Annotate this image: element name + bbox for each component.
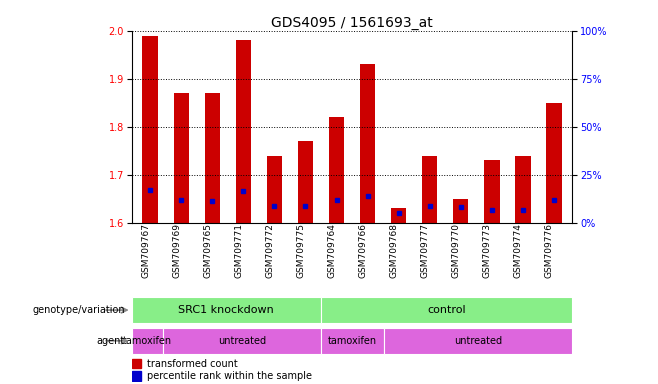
Text: genotype/variation: genotype/variation [32, 305, 125, 315]
Text: GSM709769: GSM709769 [172, 223, 181, 278]
Text: GSM709765: GSM709765 [203, 223, 213, 278]
Bar [132, 328, 163, 354]
Bar [266, 156, 282, 223]
Bar [360, 65, 375, 223]
Bar [320, 328, 384, 354]
Text: GSM709774: GSM709774 [514, 223, 523, 278]
Text: tamoxifen: tamoxifen [328, 336, 376, 346]
Bar [422, 156, 438, 223]
Bar [484, 161, 499, 223]
Bar [329, 117, 344, 223]
Bar [132, 359, 141, 368]
Text: agent: agent [97, 336, 125, 346]
Text: GSM709767: GSM709767 [141, 223, 150, 278]
Bar [320, 297, 572, 323]
Bar [143, 36, 158, 223]
Text: percentile rank within the sample: percentile rank within the sample [147, 371, 313, 381]
Text: GSM709776: GSM709776 [545, 223, 554, 278]
Text: GSM709766: GSM709766 [359, 223, 368, 278]
Bar [297, 141, 313, 223]
Text: SRC1 knockdown: SRC1 knockdown [178, 305, 274, 315]
Text: untreated: untreated [454, 336, 502, 346]
Bar [384, 328, 572, 354]
Bar [132, 297, 320, 323]
Text: transformed count: transformed count [147, 359, 238, 369]
Bar [163, 328, 320, 354]
Text: GSM709768: GSM709768 [390, 223, 399, 278]
Bar [174, 93, 189, 223]
Bar [453, 199, 468, 223]
Text: GSM709772: GSM709772 [265, 223, 274, 278]
Text: untreated: untreated [218, 336, 266, 346]
Bar [391, 209, 407, 223]
Text: control: control [427, 305, 466, 315]
Bar [205, 93, 220, 223]
Text: tamoxifen: tamoxifen [123, 336, 172, 346]
Text: GSM709777: GSM709777 [420, 223, 430, 278]
Bar [515, 156, 530, 223]
Bar [546, 103, 561, 223]
Text: GSM709764: GSM709764 [328, 223, 336, 278]
Text: GSM709771: GSM709771 [234, 223, 243, 278]
Text: GSM709775: GSM709775 [297, 223, 305, 278]
Bar [132, 371, 141, 381]
Bar [236, 40, 251, 223]
Text: GSM709773: GSM709773 [483, 223, 492, 278]
Title: GDS4095 / 1561693_at: GDS4095 / 1561693_at [271, 16, 433, 30]
Text: GSM709770: GSM709770 [451, 223, 461, 278]
